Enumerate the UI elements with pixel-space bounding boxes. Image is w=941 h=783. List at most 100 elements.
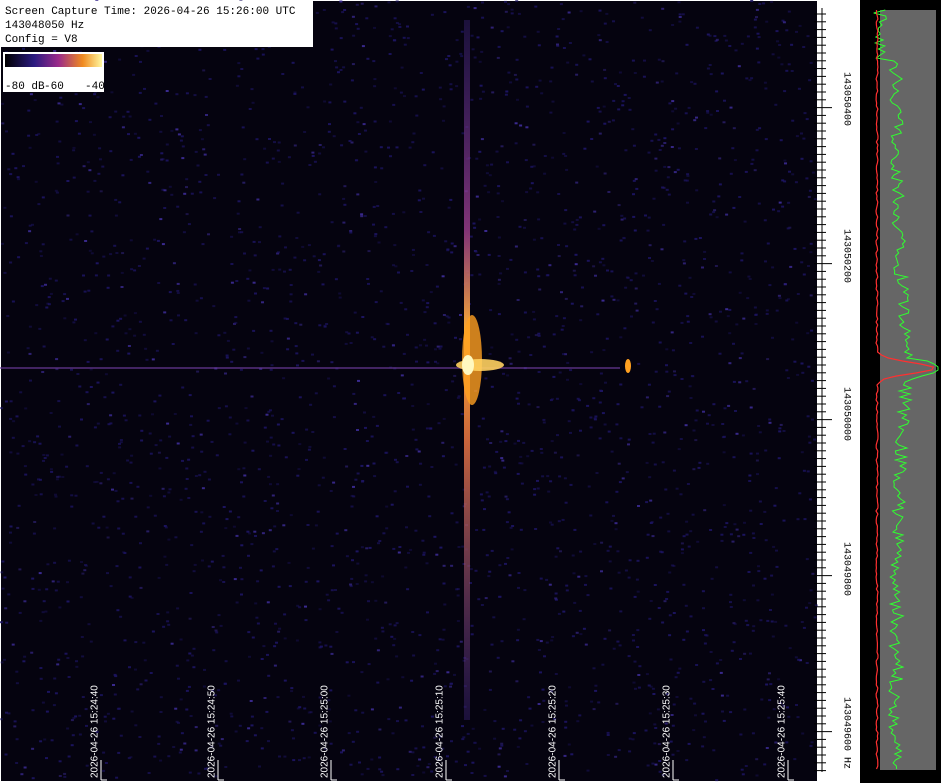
noise-dot: [490, 346, 494, 349]
noise-dot: [159, 711, 163, 713]
noise-dot: [239, 368, 243, 371]
noise-dot: [743, 220, 747, 223]
noise-dot: [571, 409, 575, 412]
noise-dot: [592, 667, 596, 670]
noise-dot: [82, 107, 86, 110]
freq-label: 143050400: [840, 72, 851, 126]
noise-dot: [596, 313, 600, 316]
noise-dot: [482, 466, 486, 469]
noise-dot: [679, 493, 683, 496]
noise-dot: [536, 30, 540, 33]
noise-dot: [304, 580, 308, 583]
noise-dot: [657, 743, 661, 746]
noise-dot: [78, 103, 82, 106]
noise-dot: [634, 178, 638, 181]
noise-dot: [537, 703, 541, 705]
noise-dot: [718, 352, 722, 355]
noise-dot: [748, 79, 752, 82]
noise-dot: [776, 40, 779, 43]
noise-dot: [660, 144, 664, 147]
noise-dot: [518, 462, 522, 465]
noise-dot: [15, 670, 19, 673]
noise-dot: [228, 433, 232, 436]
noise-dot: [338, 296, 342, 299]
noise-dot: [614, 83, 617, 86]
noise-dot: [259, 569, 263, 572]
noise-dot: [455, 85, 459, 88]
noise-dot: [732, 456, 736, 459]
noise-dot: [624, 149, 628, 152]
noise-dot: [677, 1, 681, 4]
noise-dot: [295, 237, 299, 239]
noise-dot: [69, 238, 73, 241]
noise-dot: [750, 162, 754, 165]
noise-dot: [252, 240, 256, 243]
noise-dot: [364, 580, 368, 583]
noise-dot: [192, 647, 196, 650]
capture-time: Screen Capture Time: 2026-04-26 15:26:00…: [5, 6, 296, 18]
noise-dot: [237, 516, 241, 519]
noise-dot: [265, 413, 269, 416]
noise-dot: [744, 619, 748, 622]
noise-dot: [557, 28, 561, 30]
noise-dot: [179, 638, 183, 641]
noise-dot: [276, 149, 280, 152]
noise-dot: [661, 7, 665, 10]
noise-dot: [343, 203, 347, 206]
noise-dot: [113, 693, 117, 696]
noise-dot: [266, 653, 269, 656]
info-box: [1, 1, 313, 47]
noise-dot: [678, 13, 682, 16]
noise-dot: [86, 360, 90, 363]
noise-dot: [773, 504, 777, 507]
noise-dot: [273, 141, 276, 144]
noise-dot: [632, 179, 636, 182]
noise-dot: [418, 634, 422, 637]
noise-dot: [248, 655, 251, 658]
noise-dot: [653, 584, 657, 586]
noise-dot: [235, 84, 239, 87]
noise-dot: [70, 505, 74, 508]
noise-dot: [265, 161, 269, 164]
noise-dot: [106, 712, 110, 715]
noise-dot: [787, 201, 791, 204]
noise-dot: [500, 145, 504, 148]
noise-dot: [373, 85, 377, 88]
noise-dot: [278, 235, 282, 238]
noise-dot: [328, 101, 332, 104]
noise-dot: [689, 530, 693, 533]
noise-dot: [269, 329, 273, 332]
noise-dot: [694, 714, 697, 717]
noise-dot: [500, 457, 504, 460]
noise-dot: [757, 570, 761, 573]
noise-dot: [746, 35, 750, 38]
noise-dot: [267, 475, 271, 478]
noise-dot: [157, 742, 161, 745]
noise-dot: [37, 203, 41, 206]
noise-dot: [66, 657, 70, 659]
noise-dot: [289, 293, 293, 296]
noise-dot: [318, 641, 322, 644]
noise-dot: [607, 120, 611, 123]
noise-dot: [708, 34, 712, 37]
noise-dot: [278, 755, 281, 758]
noise-dot: [263, 147, 267, 150]
noise-dot: [537, 649, 541, 651]
noise-dot: [502, 466, 506, 469]
noise-dot: [256, 622, 260, 625]
noise-dot: [441, 455, 445, 458]
noise-dot: [373, 166, 377, 169]
noise-dot: [126, 459, 130, 462]
noise-dot: [575, 218, 579, 221]
noise-dot: [28, 146, 32, 149]
noise-dot: [4, 400, 8, 403]
noise-dot: [53, 50, 57, 52]
noise-dot: [28, 440, 32, 443]
noise-dot: [93, 93, 97, 96]
noise-dot: [293, 92, 297, 95]
noise-dot: [50, 739, 54, 742]
noise-dot: [763, 510, 767, 513]
noise-dot: [607, 430, 611, 433]
noise-dot: [165, 90, 169, 92]
noise-dot: [138, 414, 142, 417]
